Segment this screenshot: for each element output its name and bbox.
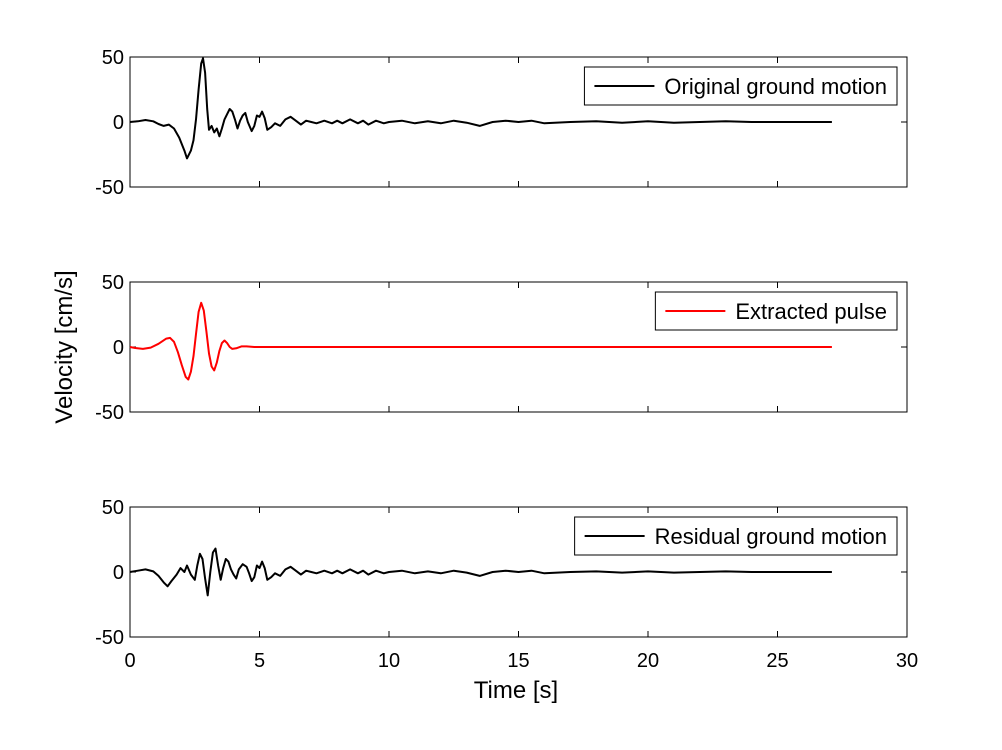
legend-entry-label: Extracted pulse bbox=[735, 299, 887, 324]
series-line bbox=[129, 547, 832, 597]
series-line bbox=[129, 301, 832, 381]
x-tick-label: 25 bbox=[766, 650, 788, 672]
series-line bbox=[129, 57, 832, 160]
y-tick-label: -50 bbox=[95, 627, 124, 649]
y-tick-label: 50 bbox=[102, 47, 124, 69]
x-axis-title: Time [s] bbox=[474, 677, 558, 704]
y-tick-label: 50 bbox=[102, 497, 124, 519]
x-tick-label: 5 bbox=[254, 650, 265, 672]
chart-panel-1: -50 0 50 Original ground motion bbox=[95, 47, 908, 199]
y-tick-label: -50 bbox=[95, 402, 124, 424]
legend-entry-label: Original ground motion bbox=[664, 74, 887, 99]
x-tick-label: 10 bbox=[378, 650, 400, 672]
y-tick-label: 0 bbox=[113, 112, 124, 134]
y-tick-label: 0 bbox=[113, 337, 124, 359]
x-tick-label: 30 bbox=[896, 650, 918, 672]
x-tick-label: 0 bbox=[124, 650, 135, 672]
x-tick-label: 20 bbox=[637, 650, 659, 672]
chart-panel-2: -50 0 50 Extracted pulse bbox=[95, 272, 908, 424]
legend: Original ground motion bbox=[583, 66, 898, 106]
legend-entry-label: Residual ground motion bbox=[655, 524, 887, 549]
y-tick-label: -50 bbox=[95, 177, 124, 199]
y-tick-label: 50 bbox=[102, 272, 124, 294]
legend: Extracted pulse bbox=[654, 291, 898, 331]
y-tick-label: 0 bbox=[113, 562, 124, 584]
y-axis-title: Velocity [cm/s] bbox=[51, 270, 78, 423]
x-tick-label: 15 bbox=[507, 650, 529, 672]
legend: Residual ground motion bbox=[574, 516, 898, 556]
